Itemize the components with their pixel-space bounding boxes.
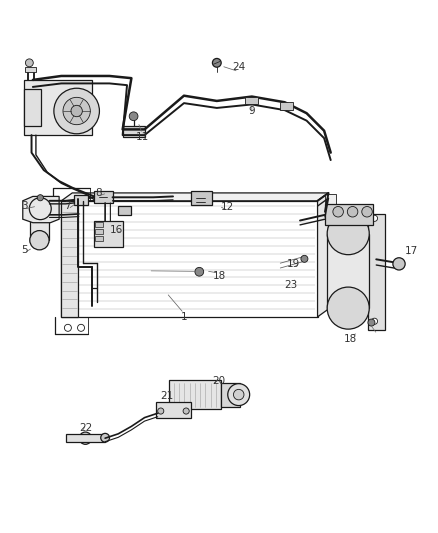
Text: 22: 22 xyxy=(79,423,92,433)
Circle shape xyxy=(371,215,378,221)
Circle shape xyxy=(327,213,369,255)
Bar xyxy=(61,201,78,317)
Text: 8: 8 xyxy=(95,188,102,198)
Circle shape xyxy=(30,231,49,250)
Bar xyxy=(368,214,385,330)
Circle shape xyxy=(393,258,405,270)
Bar xyxy=(94,191,113,203)
Circle shape xyxy=(63,98,90,125)
Text: 19: 19 xyxy=(287,260,300,269)
Text: 17: 17 xyxy=(405,246,418,256)
Bar xyxy=(74,195,88,205)
Text: 12: 12 xyxy=(221,203,234,212)
Circle shape xyxy=(368,319,375,326)
Bar xyxy=(95,222,103,227)
Circle shape xyxy=(158,408,164,414)
Circle shape xyxy=(233,390,244,400)
Text: 20: 20 xyxy=(212,376,226,386)
Bar xyxy=(327,233,369,308)
Text: 24: 24 xyxy=(232,62,245,72)
Text: 11: 11 xyxy=(136,132,149,142)
Circle shape xyxy=(371,318,378,324)
Bar xyxy=(169,381,221,409)
Text: 7: 7 xyxy=(64,201,71,211)
Text: 18: 18 xyxy=(344,334,357,344)
Circle shape xyxy=(228,384,250,406)
Circle shape xyxy=(183,408,189,414)
Bar xyxy=(325,194,336,205)
Bar xyxy=(123,126,145,137)
Text: 23: 23 xyxy=(285,280,298,290)
Bar xyxy=(325,209,336,221)
Bar xyxy=(94,221,123,247)
Bar xyxy=(24,80,92,135)
Polygon shape xyxy=(318,193,328,317)
Circle shape xyxy=(333,206,343,217)
Bar xyxy=(156,402,191,418)
Circle shape xyxy=(327,287,369,329)
Bar xyxy=(95,229,103,234)
Circle shape xyxy=(37,195,43,201)
Circle shape xyxy=(79,432,92,445)
Circle shape xyxy=(54,88,99,134)
Circle shape xyxy=(347,206,358,217)
Circle shape xyxy=(195,268,204,276)
Bar xyxy=(221,383,240,407)
Circle shape xyxy=(301,255,308,262)
Bar xyxy=(24,89,41,126)
Bar xyxy=(25,67,36,72)
Polygon shape xyxy=(23,197,59,223)
Text: 1: 1 xyxy=(180,312,187,322)
Circle shape xyxy=(101,433,110,442)
Bar xyxy=(325,204,373,225)
Circle shape xyxy=(30,198,49,217)
Circle shape xyxy=(362,206,372,217)
Text: 9: 9 xyxy=(248,106,255,116)
Text: 3: 3 xyxy=(21,201,28,211)
Bar xyxy=(95,236,103,241)
Text: 21: 21 xyxy=(160,391,173,401)
Circle shape xyxy=(212,59,221,67)
Bar xyxy=(30,207,49,240)
Bar xyxy=(245,96,258,104)
Circle shape xyxy=(129,112,138,120)
Circle shape xyxy=(71,106,82,117)
Bar xyxy=(66,434,105,442)
Bar xyxy=(191,191,212,205)
Circle shape xyxy=(25,59,33,67)
Bar xyxy=(118,206,131,215)
Text: 16: 16 xyxy=(110,225,123,235)
Bar xyxy=(280,102,293,110)
Text: 18: 18 xyxy=(212,271,226,281)
Polygon shape xyxy=(61,193,328,201)
Text: 5: 5 xyxy=(21,245,28,255)
Polygon shape xyxy=(61,201,318,317)
